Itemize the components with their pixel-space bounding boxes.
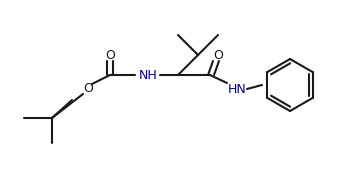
Text: O: O [105, 48, 115, 61]
Text: HN: HN [228, 83, 246, 95]
Text: O: O [213, 48, 223, 61]
Text: O: O [83, 82, 93, 95]
Text: NH: NH [139, 68, 157, 82]
